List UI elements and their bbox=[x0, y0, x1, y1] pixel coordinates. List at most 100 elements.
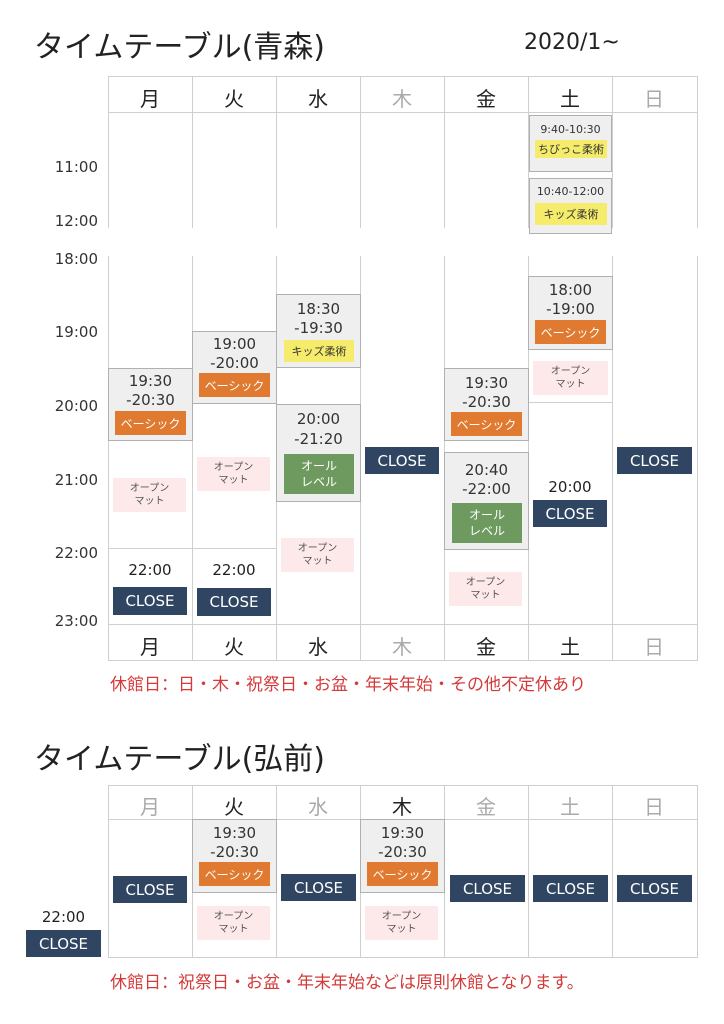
class-time: 19:30 bbox=[464, 374, 509, 392]
header-wed: 水 bbox=[308, 87, 328, 111]
time-label: 22:00 bbox=[54, 544, 98, 562]
header-sun: 日 bbox=[644, 87, 664, 111]
close-badge: CLOSE bbox=[450, 875, 525, 902]
class-time: -20:30 bbox=[126, 391, 175, 409]
class-label-basic: ベーシック bbox=[115, 411, 186, 435]
close-badge: CLOSE bbox=[197, 588, 271, 616]
class-label-text: オール bbox=[300, 459, 337, 473]
open-mat-block[interactable]: オープン マット bbox=[449, 572, 522, 606]
time-label: 21:00 bbox=[54, 471, 98, 489]
open-mat-block[interactable]: オープン マット bbox=[113, 478, 186, 512]
class-label-all-level: オール レベル bbox=[452, 503, 522, 543]
footer-mon: 月 bbox=[140, 635, 160, 659]
close-badge: CLOSE bbox=[281, 874, 356, 901]
header-fri: 金 bbox=[476, 87, 496, 111]
class-time: 10:40-12:00 bbox=[536, 185, 605, 198]
class-label-basic: ベーシック bbox=[451, 412, 522, 436]
close-badge: CLOSE bbox=[533, 875, 608, 902]
header-sat: 土 bbox=[560, 87, 580, 111]
class-time: 19:00 bbox=[212, 335, 257, 353]
close-badge: CLOSE bbox=[365, 447, 439, 474]
class-label-text: オール bbox=[468, 508, 505, 522]
open-mat-text: オープン bbox=[550, 366, 591, 377]
open-mat-text: オープン bbox=[213, 462, 254, 473]
time-label: 20:00 bbox=[54, 397, 98, 415]
close-time: 22:00 bbox=[128, 561, 172, 579]
open-mat-text: マット bbox=[218, 924, 249, 935]
class-time: -20:30 bbox=[378, 843, 427, 861]
class-label-basic: ベーシック bbox=[199, 373, 270, 397]
close-badge: CLOSE bbox=[617, 875, 692, 902]
class-time: -19:00 bbox=[546, 300, 595, 318]
class-time: 19:30 bbox=[128, 372, 173, 390]
open-mat-block[interactable]: オープン マット bbox=[197, 906, 270, 940]
class-time: 20:40 bbox=[464, 461, 509, 479]
close-badge: CLOSE bbox=[113, 587, 187, 615]
start-date: 2020/1~ bbox=[524, 30, 620, 55]
class-label-kids: キッズ柔術 bbox=[535, 203, 607, 225]
class-label-all-level: オール レベル bbox=[284, 454, 354, 494]
h-header-thu: 木 bbox=[392, 795, 412, 819]
open-mat-text: マット bbox=[218, 475, 249, 486]
class-label-text: レベル bbox=[300, 475, 337, 489]
footer-thu: 木 bbox=[392, 635, 412, 659]
h-header-mon: 月 bbox=[140, 795, 160, 819]
class-time: 20:00 bbox=[296, 410, 341, 428]
h-header-sat: 土 bbox=[560, 795, 580, 819]
open-mat-text: オープン bbox=[381, 911, 422, 922]
header-mon: 月 bbox=[140, 87, 160, 111]
aomori-title: タイムテーブル(青森) bbox=[34, 30, 326, 65]
open-mat-text: オープン bbox=[213, 911, 254, 922]
aomori-closed-note: 休館日：日・木・祝祭日・お盆・年末年始・その他不定休あり bbox=[110, 675, 586, 695]
class-label-basic: ベーシック bbox=[535, 320, 606, 344]
class-label-basic: ベーシック bbox=[199, 862, 270, 886]
footer-sun: 日 bbox=[644, 635, 664, 659]
footer-sat: 土 bbox=[560, 635, 580, 659]
footer-wed: 水 bbox=[308, 635, 328, 659]
open-mat-text: マット bbox=[302, 556, 333, 567]
close-time: 22:00 bbox=[212, 561, 256, 579]
class-time: 19:30 bbox=[212, 824, 257, 842]
h-header-tue: 火 bbox=[224, 795, 244, 819]
class-label-kids: キッズ柔術 bbox=[284, 340, 354, 362]
hirosaki-closed-note: 休館日：祝祭日・お盆・年末年始などは原則休館となります。 bbox=[110, 973, 584, 993]
class-time: -20:30 bbox=[462, 393, 511, 411]
open-mat-text: マット bbox=[470, 590, 501, 601]
class-time: 19:30 bbox=[380, 824, 425, 842]
class-time: 9:40-10:30 bbox=[540, 123, 601, 136]
open-mat-block[interactable]: オープン マット bbox=[197, 457, 270, 491]
class-time: -20:00 bbox=[210, 354, 259, 372]
h-header-wed: 水 bbox=[308, 795, 328, 819]
class-time: -19:30 bbox=[294, 319, 343, 337]
class-time: 18:30 bbox=[296, 300, 341, 318]
class-label-text: レベル bbox=[468, 524, 505, 538]
class-time: -21:20 bbox=[294, 430, 343, 448]
header-tue: 火 bbox=[224, 87, 244, 111]
time-label: 23:00 bbox=[54, 612, 98, 630]
open-mat-text: オープン bbox=[129, 483, 170, 494]
close-badge: CLOSE bbox=[26, 930, 101, 957]
open-mat-text: オープン bbox=[465, 577, 506, 588]
footer-fri: 金 bbox=[476, 635, 496, 659]
hirosaki-title: タイムテーブル(弘前) bbox=[34, 742, 326, 777]
class-label-basic: ベーシック bbox=[367, 862, 438, 886]
open-mat-block[interactable]: オープン マット bbox=[281, 538, 354, 572]
open-mat-block[interactable]: オープン マット bbox=[533, 361, 608, 395]
close-badge: CLOSE bbox=[617, 447, 692, 474]
close-badge: CLOSE bbox=[113, 876, 187, 903]
time-label: 12:00 bbox=[54, 212, 98, 230]
time-label: 11:00 bbox=[54, 158, 98, 176]
open-mat-block[interactable]: オープン マット bbox=[365, 906, 438, 940]
open-mat-text: オープン bbox=[297, 543, 338, 554]
open-mat-text: マット bbox=[555, 379, 586, 390]
close-badge: CLOSE bbox=[533, 500, 607, 527]
close-time: 20:00 bbox=[548, 478, 592, 496]
open-mat-text: マット bbox=[134, 496, 165, 507]
class-time: -20:30 bbox=[210, 843, 259, 861]
class-time: -22:00 bbox=[462, 480, 511, 498]
header-thu: 木 bbox=[392, 87, 412, 111]
h-header-fri: 金 bbox=[476, 795, 496, 819]
class-label-chibikko: ちびっこ柔術 bbox=[535, 140, 607, 158]
open-mat-text: マット bbox=[386, 924, 417, 935]
class-time: 18:00 bbox=[548, 281, 593, 299]
